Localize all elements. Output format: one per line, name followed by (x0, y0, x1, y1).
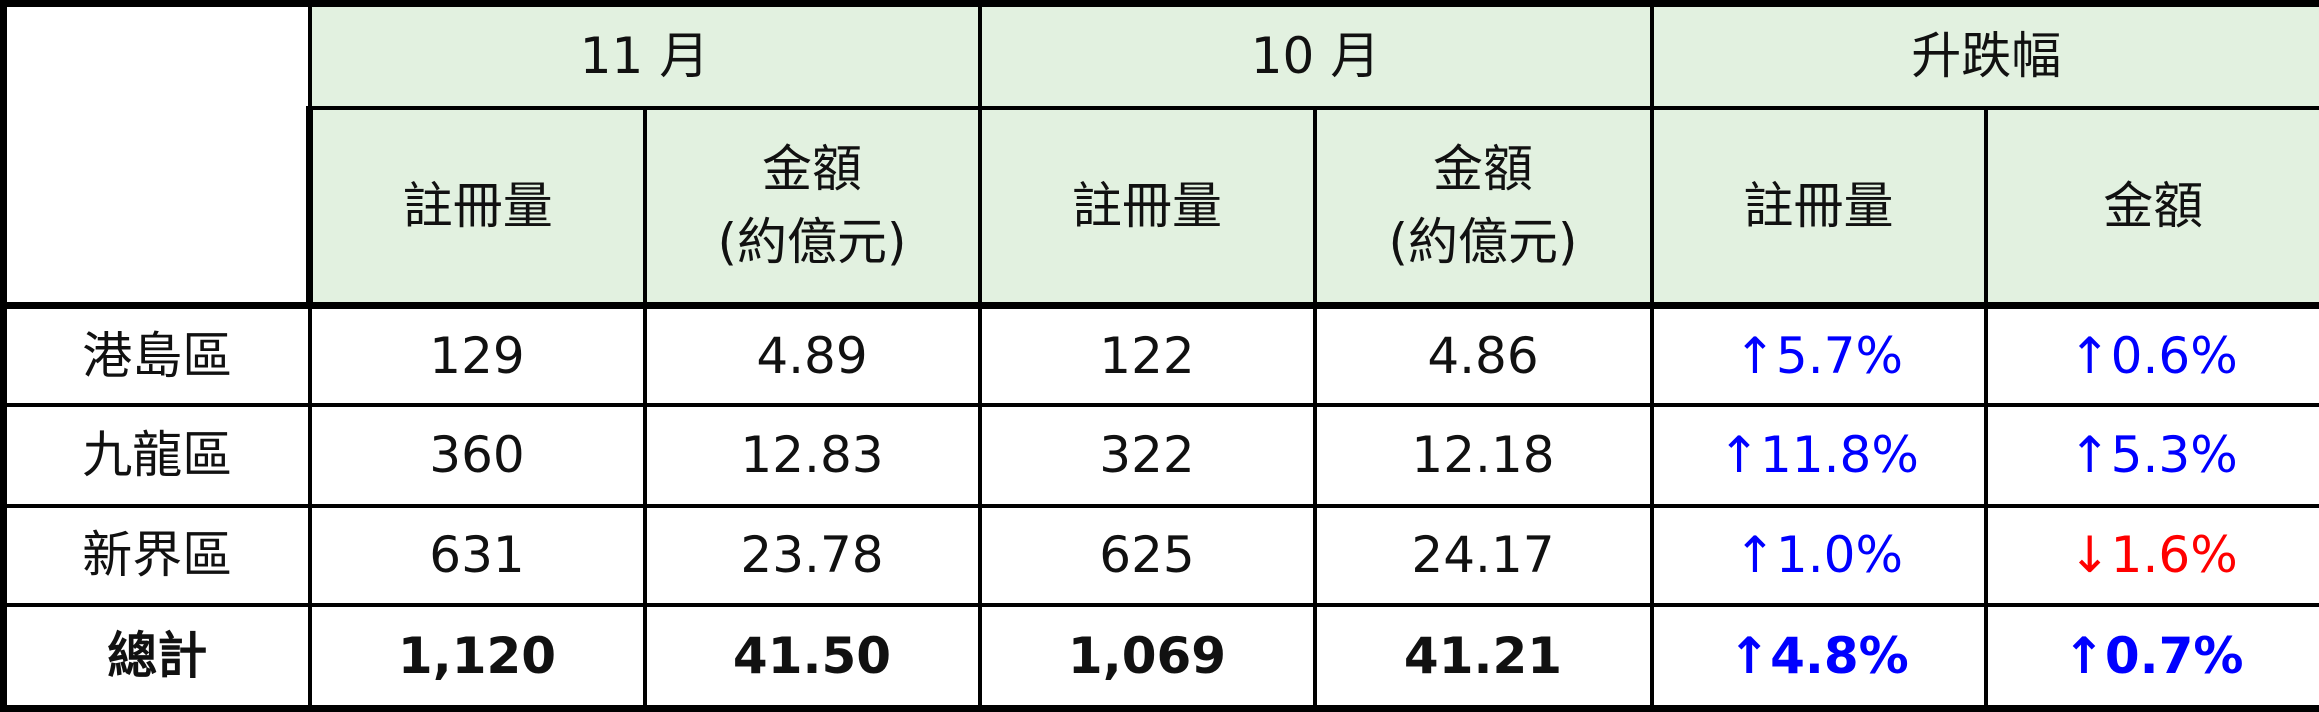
oct-amount-cell: 12.18 (1315, 405, 1652, 506)
subheader-line1: 金額 (1988, 175, 2319, 238)
subheader-cell: 註冊量 (1652, 108, 1986, 306)
subheader-line1: 註冊量 (982, 175, 1313, 238)
nov-amount-cell: 23.78 (645, 506, 980, 605)
nov-count-cell: 360 (310, 405, 645, 506)
subheader-cell: 註冊量 (310, 108, 645, 306)
oct-count-cell: 625 (980, 506, 1315, 605)
nov-amount-cell: 12.83 (645, 405, 980, 506)
nov-count-cell: 631 (310, 506, 645, 605)
header-oct: 10 月 (980, 4, 1652, 108)
region-cell: 九龍區 (4, 405, 310, 506)
chg-count-cell: ↑1.0% (1652, 506, 1986, 605)
oct-amount-cell: 4.86 (1315, 306, 1652, 405)
subheader-line1: 金額 (647, 138, 978, 201)
chg-amount-cell: ↑0.6% (1986, 306, 2319, 405)
oct-count-cell: 122 (980, 306, 1315, 405)
subheader-line1: 註冊量 (313, 175, 643, 238)
region-cell: 新界區 (4, 506, 310, 605)
chg-amount-cell: ↓1.6% (1986, 506, 2319, 605)
chg-count-cell: ↑5.7% (1652, 306, 1986, 405)
subheader-line1: 金額 (1317, 138, 1650, 201)
subheader-cell: 金額 (1986, 108, 2319, 306)
oct-amount-cell: 41.21 (1315, 605, 1652, 709)
chg-count-cell: ↑4.8% (1652, 605, 1986, 709)
subheader-cell: 金額 (約億元) (645, 108, 980, 306)
header-change: 升跌幅 (1652, 4, 2319, 108)
region-cell: 港島區 (4, 306, 310, 405)
subheader-line1: 註冊量 (1654, 175, 1984, 238)
chg-amount-cell: ↑0.7% (1986, 605, 2319, 709)
oct-count-cell: 1,069 (980, 605, 1315, 709)
subheader-cell: 金額 (約億元) (1315, 108, 1652, 306)
oct-count-cell: 322 (980, 405, 1315, 506)
nov-count-cell: 1,120 (310, 605, 645, 709)
region-cell: 總計 (4, 605, 310, 709)
subheader-cell: 註冊量 (980, 108, 1315, 306)
subheader-line2: (約億元) (647, 211, 978, 274)
nov-count-cell: 129 (310, 306, 645, 405)
chg-amount-cell: ↑5.3% (1986, 405, 2319, 506)
nov-amount-cell: 41.50 (645, 605, 980, 709)
chg-count-cell: ↑11.8% (1652, 405, 1986, 506)
corner-cell (4, 4, 310, 306)
subheader-line2: (約億元) (1317, 211, 1650, 274)
oct-amount-cell: 24.17 (1315, 506, 1652, 605)
header-nov: 11 月 (310, 4, 980, 108)
nov-amount-cell: 4.89 (645, 306, 980, 405)
